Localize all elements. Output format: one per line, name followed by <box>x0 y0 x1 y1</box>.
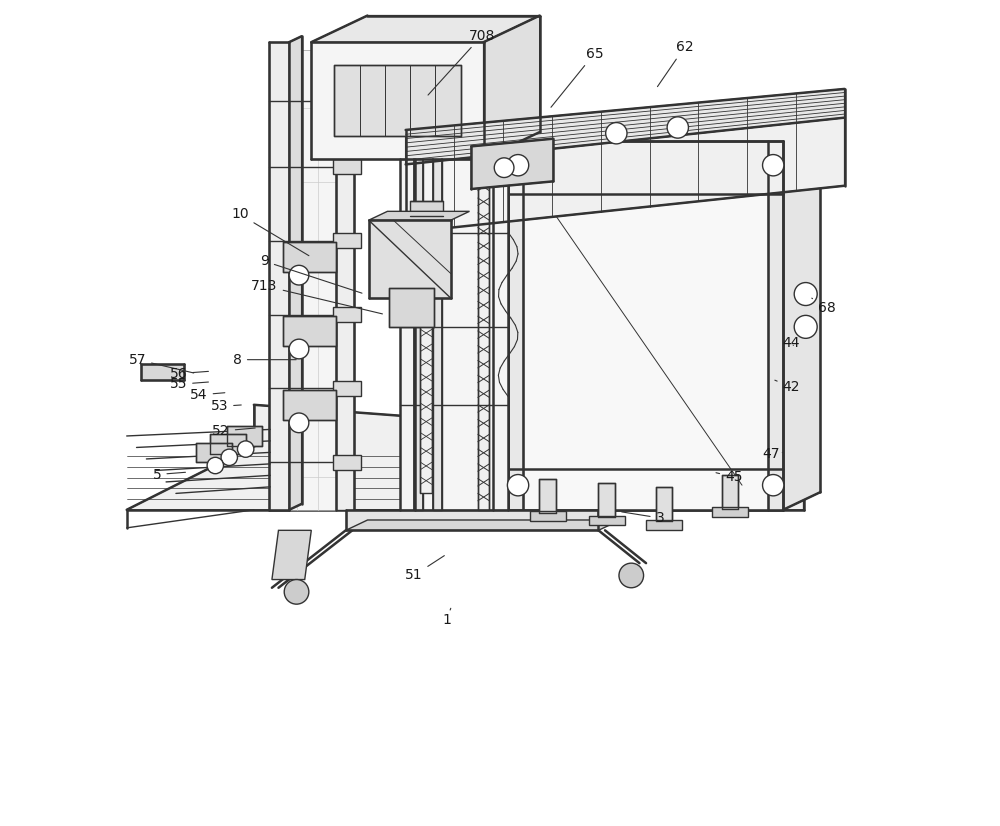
Polygon shape <box>333 94 361 108</box>
Polygon shape <box>420 225 432 493</box>
Text: 9: 9 <box>260 254 362 293</box>
Text: 56: 56 <box>170 367 208 381</box>
Circle shape <box>237 441 254 458</box>
Circle shape <box>763 474 784 496</box>
Polygon shape <box>269 42 289 510</box>
Text: 68: 68 <box>812 298 835 315</box>
Polygon shape <box>410 202 443 216</box>
Polygon shape <box>283 390 336 420</box>
Polygon shape <box>333 455 361 470</box>
Text: 3: 3 <box>622 511 664 525</box>
Circle shape <box>284 580 309 604</box>
Circle shape <box>221 449 237 466</box>
Polygon shape <box>508 140 783 510</box>
Polygon shape <box>127 405 804 510</box>
Polygon shape <box>589 515 625 525</box>
Polygon shape <box>369 221 451 298</box>
Polygon shape <box>311 16 540 42</box>
Polygon shape <box>346 510 598 530</box>
Text: 42: 42 <box>775 380 800 394</box>
Polygon shape <box>656 487 672 521</box>
Polygon shape <box>783 123 820 510</box>
Polygon shape <box>400 159 508 510</box>
Text: 54: 54 <box>190 388 225 402</box>
Polygon shape <box>530 511 566 521</box>
Circle shape <box>494 158 514 178</box>
Polygon shape <box>289 50 336 510</box>
Text: 713: 713 <box>251 279 382 314</box>
Polygon shape <box>722 474 738 509</box>
Polygon shape <box>333 159 361 174</box>
Polygon shape <box>712 507 748 517</box>
Circle shape <box>507 474 529 496</box>
Text: 8: 8 <box>233 353 296 367</box>
Polygon shape <box>508 140 523 510</box>
Text: 10: 10 <box>231 207 309 256</box>
Circle shape <box>606 122 627 144</box>
Polygon shape <box>369 211 469 221</box>
Polygon shape <box>389 288 434 327</box>
Polygon shape <box>289 36 302 510</box>
Polygon shape <box>311 42 484 159</box>
Polygon shape <box>484 16 540 159</box>
Polygon shape <box>406 117 845 232</box>
Text: 57: 57 <box>129 353 194 373</box>
Polygon shape <box>433 159 442 510</box>
Circle shape <box>619 563 644 588</box>
Circle shape <box>289 339 309 358</box>
Polygon shape <box>768 140 783 510</box>
Polygon shape <box>333 381 361 396</box>
Polygon shape <box>210 434 246 454</box>
Circle shape <box>289 265 309 285</box>
Polygon shape <box>196 443 232 463</box>
Circle shape <box>794 316 817 339</box>
Polygon shape <box>414 159 423 510</box>
Circle shape <box>667 116 688 138</box>
Polygon shape <box>406 89 845 164</box>
Text: 65: 65 <box>551 46 603 107</box>
Polygon shape <box>336 42 354 510</box>
Text: 53: 53 <box>211 400 241 414</box>
Polygon shape <box>272 530 311 580</box>
Polygon shape <box>646 520 682 529</box>
Polygon shape <box>283 242 336 272</box>
Polygon shape <box>478 167 489 510</box>
Text: 708: 708 <box>428 29 495 95</box>
Circle shape <box>763 154 784 176</box>
Polygon shape <box>141 363 184 380</box>
Text: 47: 47 <box>762 447 783 461</box>
Polygon shape <box>471 139 553 189</box>
Text: 45: 45 <box>716 470 743 484</box>
Polygon shape <box>333 307 361 322</box>
Polygon shape <box>539 478 556 513</box>
Polygon shape <box>227 426 262 446</box>
Text: 51: 51 <box>405 556 444 582</box>
Circle shape <box>289 413 309 433</box>
Polygon shape <box>333 233 361 248</box>
Polygon shape <box>283 316 336 346</box>
Text: 52: 52 <box>212 424 255 438</box>
Circle shape <box>794 282 817 306</box>
Text: 1: 1 <box>442 608 451 627</box>
Circle shape <box>507 154 529 176</box>
Polygon shape <box>598 482 615 517</box>
Polygon shape <box>346 520 620 530</box>
Polygon shape <box>334 65 461 135</box>
Circle shape <box>207 458 224 474</box>
Text: 55: 55 <box>170 377 208 392</box>
Text: 44: 44 <box>783 336 800 350</box>
Text: 62: 62 <box>657 40 693 87</box>
Text: 5: 5 <box>153 468 185 482</box>
